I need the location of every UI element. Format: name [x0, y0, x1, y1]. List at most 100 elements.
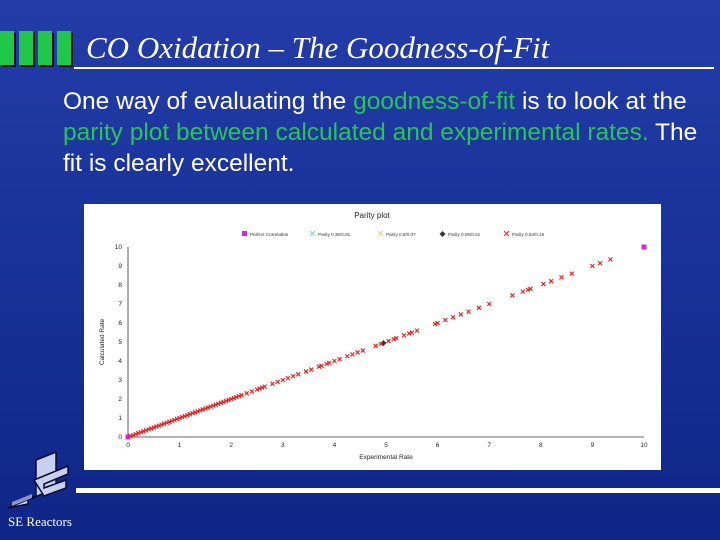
se-logo-icon [7, 452, 69, 509]
x-axis-title: Experimental Rate [359, 454, 413, 461]
legend-label: Parity 0.06/0.01 [448, 232, 481, 237]
data-point [378, 341, 384, 347]
data-point [223, 398, 229, 404]
data-point [164, 420, 170, 426]
x-tick-label: 10 [640, 442, 648, 449]
body-highlight-parity: parity plot between calculated and exper… [63, 119, 649, 146]
data-point [332, 358, 337, 364]
data-point [414, 328, 420, 333]
data-point [275, 379, 281, 385]
data-point [156, 423, 162, 428]
x-tick-label: 4 [333, 442, 337, 449]
data-point [184, 412, 190, 418]
parity-plot-panel: Parity plot Perfect Correlation Parity 0.3… [84, 204, 661, 470]
data-point [337, 356, 342, 362]
data-point [548, 278, 554, 284]
slide-title: CO Oxidation – The Goodness-of-Fit [86, 30, 550, 65]
data-point [146, 427, 152, 432]
data-point [373, 343, 379, 349]
data-point [151, 425, 157, 430]
y-tick-label: 10 [115, 244, 123, 251]
y-tick-label: 5 [118, 339, 122, 346]
chart-title: Parity plot [354, 211, 390, 220]
data-point [401, 332, 407, 338]
data-point [486, 301, 492, 307]
legend-marker [309, 230, 316, 237]
legend-label: Parity 0.36/0.01 [318, 232, 351, 237]
data-point [159, 422, 164, 428]
body-paragraph: One way of evaluating the goodness-of-fi… [63, 86, 703, 179]
data-point [569, 271, 575, 276]
data-point [203, 406, 208, 411]
data-point [190, 410, 195, 416]
data-point [244, 390, 250, 396]
title-underline [74, 67, 714, 69]
legend-label: Parity 0.8/0.07 [386, 232, 416, 237]
data-point [221, 399, 226, 405]
data-point-perfect [125, 434, 131, 440]
footer-rule [76, 488, 720, 493]
x-tick-label: 9 [591, 442, 595, 449]
data-point [133, 431, 139, 437]
data-point [350, 351, 355, 357]
x-tick-label: 3 [281, 442, 285, 449]
data-point [192, 409, 198, 415]
data-point [344, 353, 350, 359]
data-point [208, 404, 213, 409]
x-tick-label: 2 [229, 442, 233, 449]
data-point [458, 312, 464, 317]
data-point [215, 401, 221, 407]
data-point [233, 394, 239, 400]
data-point [355, 350, 361, 355]
data-point [166, 419, 172, 425]
data-point [432, 321, 438, 327]
data-point [270, 381, 275, 387]
data-point [197, 408, 203, 413]
y-tick-label: 8 [118, 282, 122, 289]
data-point [308, 367, 314, 372]
data-point [200, 407, 206, 412]
data-point [138, 429, 144, 435]
data-point [218, 400, 224, 406]
data-point [510, 293, 515, 298]
body-text-1: One way of evaluating the [63, 88, 354, 115]
data-point [316, 364, 322, 370]
data-point [326, 360, 332, 366]
data-point [130, 432, 136, 438]
title-decoration-bars [0, 31, 73, 67]
data-point-diamond [380, 339, 387, 346]
data-point [153, 424, 159, 429]
y-tick-label: 6 [118, 320, 122, 327]
data-point [226, 397, 232, 403]
data-point [295, 371, 301, 377]
x-tick-label: 7 [487, 442, 491, 449]
y-tick-label: 9 [118, 263, 122, 270]
data-point [135, 430, 141, 436]
data-point [228, 396, 234, 402]
data-point [528, 286, 533, 292]
data-point [205, 405, 211, 410]
x-tick-label: 0 [126, 442, 130, 449]
data-point [231, 395, 237, 401]
data-point [141, 428, 146, 434]
data-point [608, 256, 613, 262]
y-tick-label: 3 [118, 377, 122, 384]
data-point [406, 331, 412, 336]
x-tick-label: 6 [436, 442, 440, 449]
data-point [540, 281, 546, 287]
data-point [177, 415, 182, 421]
data-point-perfect [641, 244, 647, 250]
y-tick-label: 2 [118, 396, 122, 403]
data-point [360, 348, 366, 353]
legend-marker [242, 231, 247, 236]
data-point [409, 330, 415, 335]
data-point [174, 416, 180, 422]
data-point [257, 386, 262, 391]
data-point [476, 305, 482, 311]
y-tick-label: 4 [118, 358, 122, 365]
x-tick-label: 1 [178, 442, 182, 449]
data-point [319, 363, 324, 369]
data-point [254, 387, 260, 392]
data-point [435, 320, 440, 326]
body-highlight-goodness: goodness-of-fit [353, 88, 516, 115]
